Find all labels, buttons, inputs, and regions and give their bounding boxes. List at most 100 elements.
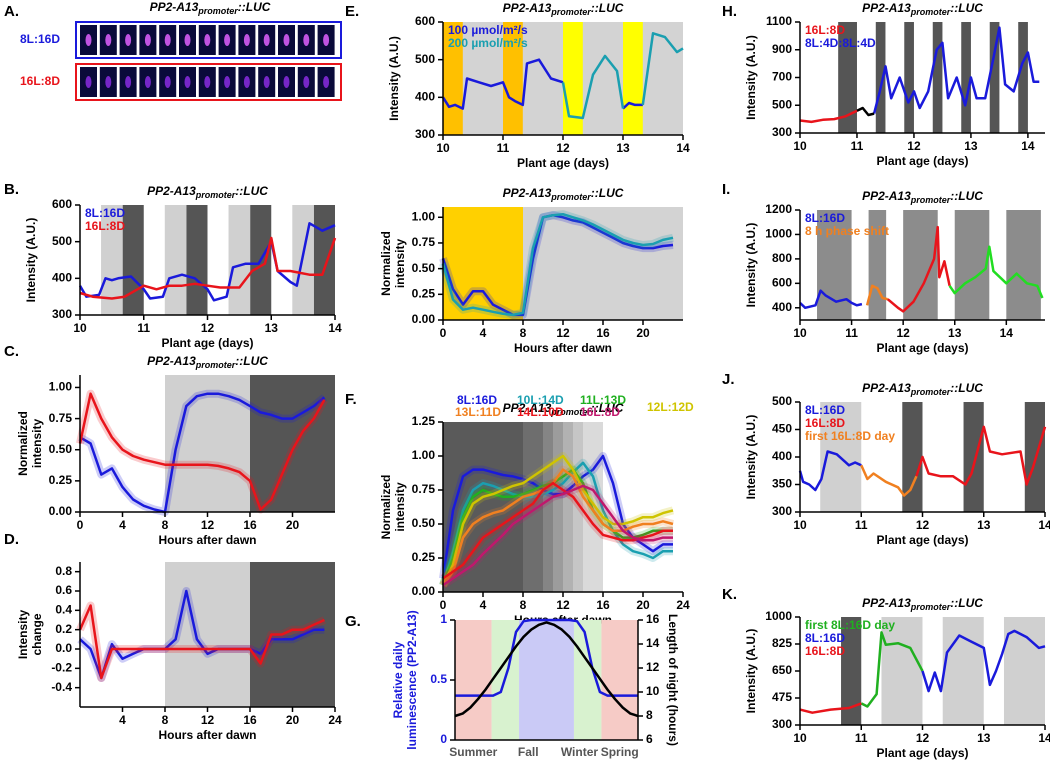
series-line [948, 245, 1044, 299]
series-line [79, 589, 325, 680]
shading [868, 210, 887, 320]
x-tick-label: Spring [601, 745, 639, 759]
y-axis-label: Intensity [16, 610, 30, 660]
series-line [441, 212, 674, 317]
shading [902, 402, 923, 512]
x-tick-label: 24 [676, 598, 690, 612]
x-tick-label: 0 [440, 326, 447, 340]
y-axis-label: luminescence (PP2-A13) [405, 610, 419, 749]
shading [313, 205, 335, 315]
y-tick-label: 500 [52, 234, 72, 248]
x-tick-label: 10 [793, 326, 807, 340]
y-tick-label: 0.50 [412, 261, 436, 275]
x-tick-label: Fall [518, 745, 539, 759]
series-line [860, 464, 918, 497]
y2-tick-label: 8 [646, 708, 653, 722]
x-tick-label: 8 [520, 326, 527, 340]
x-tick-label: 12 [201, 518, 215, 532]
shading [250, 562, 335, 707]
y-tick-label: 300 [52, 307, 72, 321]
title-suffix: ::LUC [238, 0, 271, 14]
y-tick-label: 400 [415, 90, 435, 104]
plant-signal [105, 34, 112, 46]
shading [942, 617, 984, 725]
title-gene: PP2-A13 [147, 354, 196, 368]
x-tick-label: 10 [436, 141, 450, 155]
legend-entry: 10L:14D [517, 393, 564, 407]
title-subscript: promoter [195, 360, 236, 370]
x-tick-label: 4 [480, 326, 487, 340]
x-axis-label: Plant age (days) [161, 336, 253, 350]
x-tick-label: 0 [77, 518, 84, 532]
panel-label: F. [345, 391, 357, 408]
shading [164, 205, 187, 315]
legend-entry: 14L:10D [517, 405, 564, 419]
x-tick-label: 11 [845, 326, 858, 340]
plant-signal [303, 76, 310, 88]
title-subscript: promoter [550, 7, 591, 17]
y2-tick-label: 12 [646, 660, 660, 674]
chart-title: PP2-A13promoter::LUC [862, 596, 983, 612]
panel-label: A. [4, 3, 19, 20]
series-line [441, 454, 674, 586]
x-tick-label: 10 [793, 518, 807, 532]
x-tick-label: 24 [328, 713, 342, 727]
x-tick-label: 4 [119, 518, 126, 532]
x-axis-label: Plant age (days) [876, 154, 968, 168]
x-tick-label: 14 [1038, 731, 1050, 745]
x-axis-label: Plant age (days) [876, 746, 968, 760]
plant-signal [144, 34, 151, 46]
shading [841, 617, 862, 725]
y-tick-label: 0.00 [49, 504, 73, 518]
chart-title: PP2-A13promoter::LUC [503, 1, 624, 17]
x-tick-label: 10 [73, 321, 87, 335]
x-tick-label: 0 [440, 598, 447, 612]
x-axis-label: Hours after dawn [158, 728, 256, 742]
title-subscript: promoter [195, 190, 236, 200]
legend-entry: 16L:8D [85, 219, 125, 233]
series-line [856, 106, 875, 117]
plant-signal [224, 76, 231, 88]
y-axis-label: Intensity (A.U.) [744, 35, 758, 120]
series-line [442, 481, 673, 580]
title-subscript: promoter [910, 195, 951, 205]
shading [543, 422, 553, 592]
x-tick-label: 12 [896, 326, 910, 340]
title-gene: PP2-A13 [862, 189, 911, 203]
legend-entry: 13L:11D [455, 405, 501, 419]
title-subscript: promoter [550, 192, 591, 202]
shading [573, 422, 583, 592]
series-line [799, 289, 863, 310]
x-tick-label: 8 [162, 713, 169, 727]
legend-entry: 200 µmol/m²/s [448, 36, 528, 50]
y-tick-label: 0.4 [55, 603, 72, 617]
y-tick-label: 1.00 [412, 209, 436, 223]
x-tick-label: 8 [520, 598, 527, 612]
image-row-frame [75, 63, 342, 101]
x-tick-label: 14 [1000, 326, 1014, 340]
legend-entry: 16L:8D [580, 405, 620, 419]
x-tick-label: 16 [596, 598, 610, 612]
shading [1018, 22, 1028, 133]
x-tick-label: 4 [119, 713, 126, 727]
y-axis-label: Relative daily [391, 641, 405, 718]
y-tick-label: 450 [772, 422, 792, 436]
plant-signal [105, 76, 112, 88]
panel-label: C. [4, 343, 19, 360]
y-tick-label: 0.0 [55, 641, 72, 655]
x-tick-label: 13 [265, 321, 279, 335]
x-tick-label: 12 [556, 141, 570, 155]
plant-signal [243, 76, 250, 88]
legend-entry: 8L:16D [805, 403, 845, 417]
x-tick-label: 12 [201, 713, 215, 727]
shading [101, 205, 123, 315]
legend-entry: 16L:8D [805, 23, 845, 37]
title-gene: PP2-A13 [503, 1, 552, 15]
y-tick-label: 400 [772, 449, 792, 463]
panel-label: J. [722, 371, 735, 388]
season-band [601, 620, 638, 740]
legend-entry: 8L:4D:8L:4D [805, 36, 876, 50]
row-label: 16L:8D [20, 74, 60, 88]
y-tick-label: 0.25 [412, 286, 436, 300]
y-tick-label: 0.00 [412, 312, 436, 326]
